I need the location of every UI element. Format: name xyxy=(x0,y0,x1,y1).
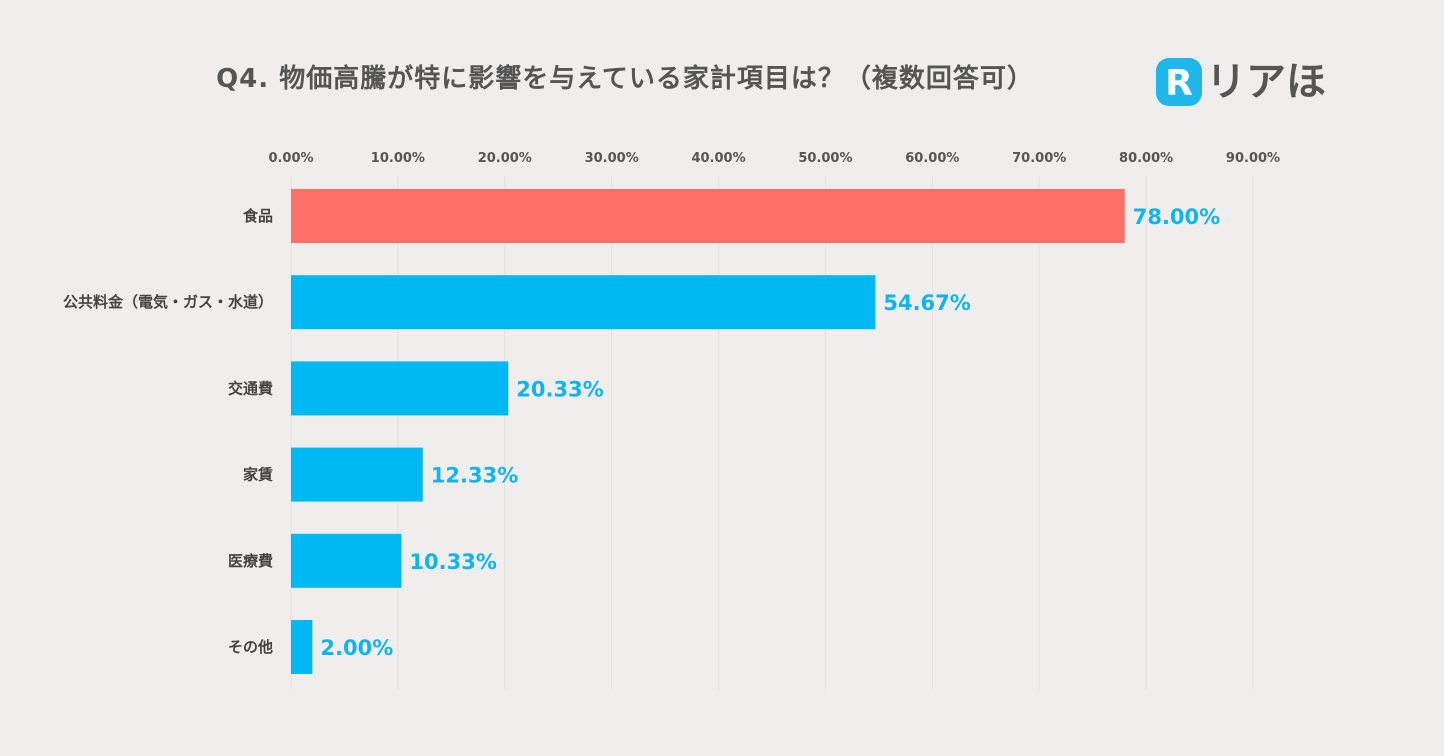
data-label: 2.00% xyxy=(320,636,393,660)
data-label: 12.33% xyxy=(431,464,518,488)
x-tick-label: 50.00% xyxy=(798,151,852,166)
bars xyxy=(291,189,1125,674)
bar xyxy=(291,275,876,330)
data-label: 20.33% xyxy=(516,377,603,401)
x-tick-label: 40.00% xyxy=(691,151,745,166)
category-label: 医療費 xyxy=(228,552,273,570)
brand-logo: R リアほ xyxy=(1156,56,1336,112)
x-tick-label: 30.00% xyxy=(585,151,639,166)
x-axis-tick-labels: 0.00% 10.00% 20.00% 30.00% 40.00% 50.00% 60.00… xyxy=(268,151,1280,166)
chart-title: Q4. 物価高騰が特に影響を与えている家計項目は？（複数回答可） xyxy=(216,64,1034,94)
data-labels: 78.00% 54.67% 20.33% 12.33% 10.33% 2.00% xyxy=(320,205,1220,660)
data-label: 54.67% xyxy=(883,291,970,315)
grid-lines xyxy=(290,176,1254,690)
brand-mark-icon: R xyxy=(1156,58,1202,106)
data-label: 10.33% xyxy=(409,550,496,574)
data-label: 78.00% xyxy=(1133,205,1220,229)
brand-name: リアほ xyxy=(1206,59,1326,105)
bar xyxy=(291,361,509,416)
category-label: 家賃 xyxy=(243,466,273,484)
category-label: 公共料金（電気・ガス・水道） xyxy=(63,293,273,311)
x-tick-label: 0.00% xyxy=(268,151,313,166)
bar xyxy=(291,189,1125,243)
brand-mark-letter: R xyxy=(1165,63,1193,104)
bar xyxy=(291,533,402,588)
x-tick-label: 10.00% xyxy=(371,151,425,166)
x-tick-label: 20.00% xyxy=(478,151,532,166)
bar xyxy=(291,447,423,502)
x-tick-label: 60.00% xyxy=(905,151,959,166)
x-tick-label: 70.00% xyxy=(1012,151,1066,166)
category-label: 食品 xyxy=(243,207,273,225)
category-label: その他 xyxy=(228,638,273,656)
x-tick-label: 90.00% xyxy=(1226,151,1280,166)
bar xyxy=(291,620,313,674)
category-label: 交通費 xyxy=(228,379,273,397)
x-tick-label: 80.00% xyxy=(1119,151,1173,166)
